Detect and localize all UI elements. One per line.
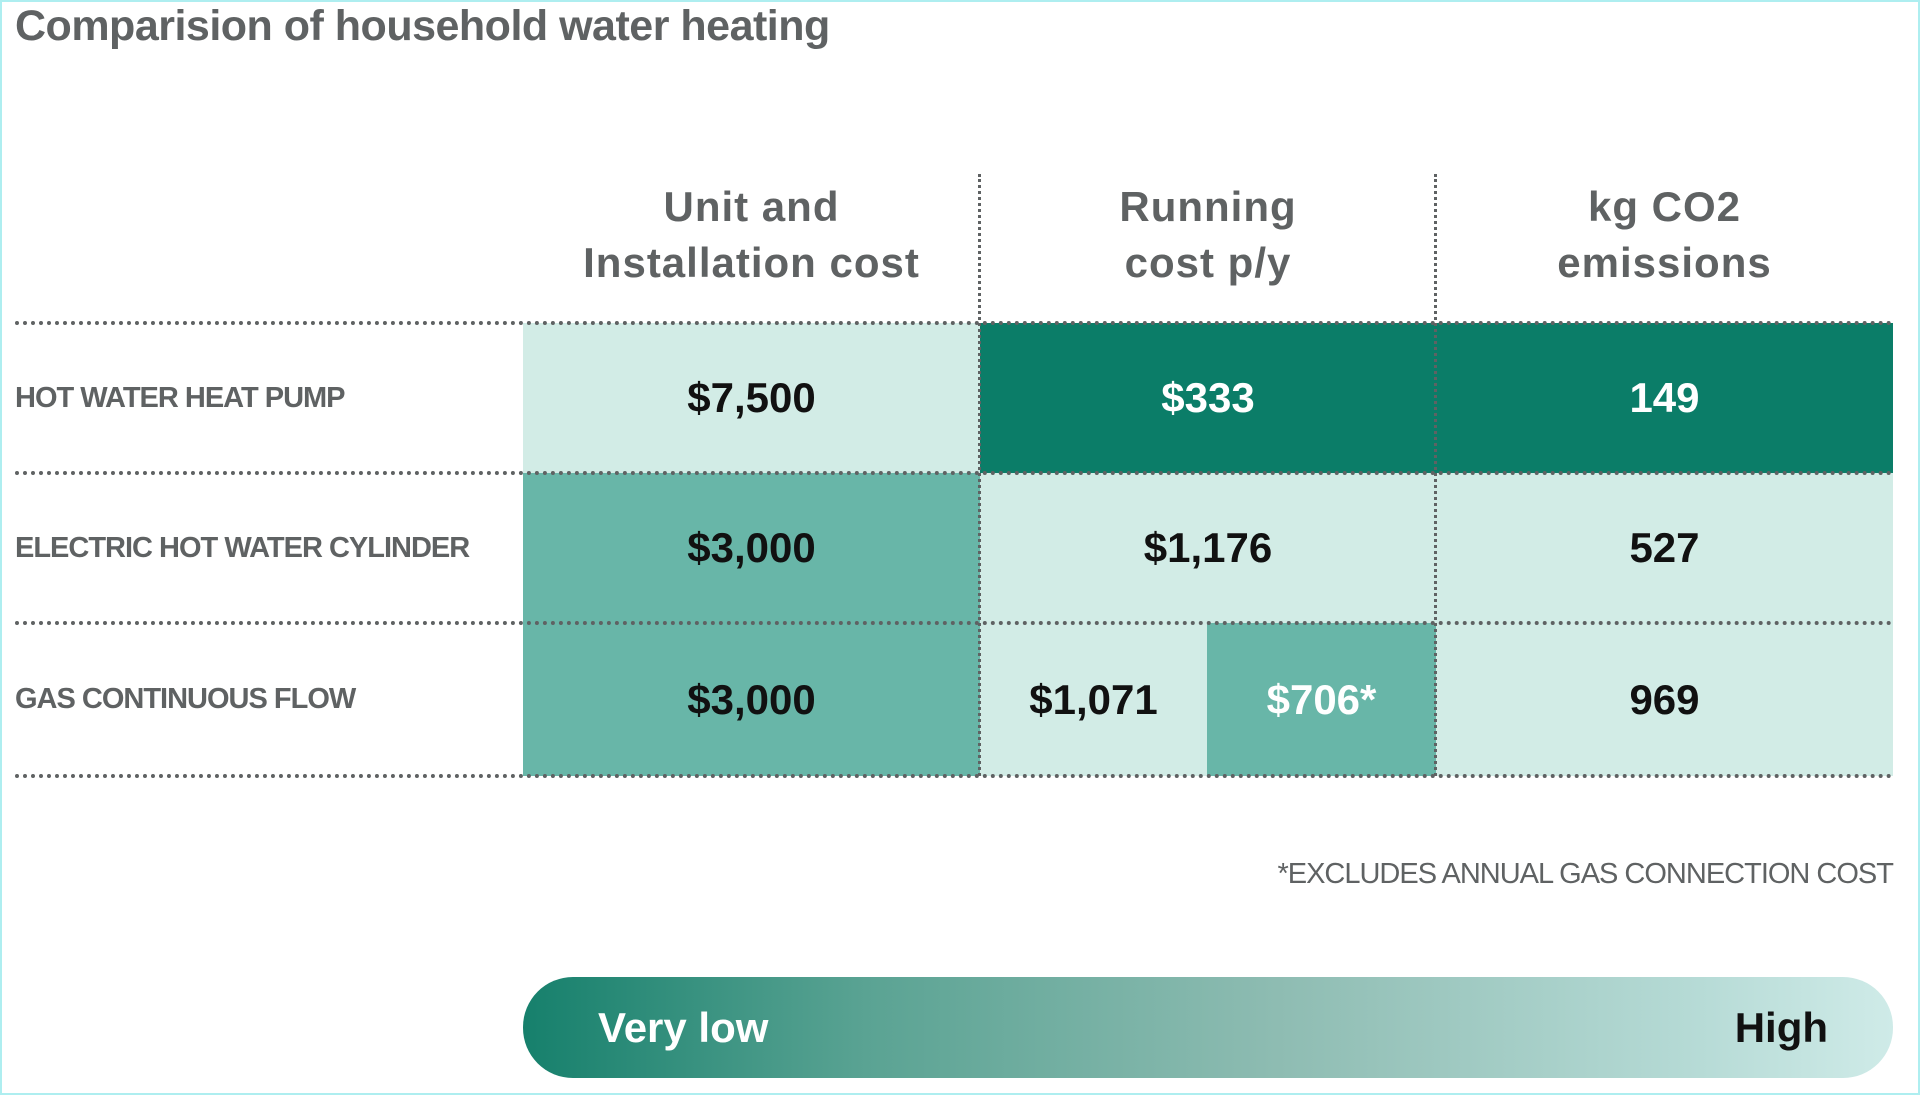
row-divider [15, 471, 1893, 475]
column-header-unit-cost: Unit and Installation cost [583, 183, 920, 286]
table-cell: $706* [1207, 623, 1436, 776]
row-label: GAS CONTINUOUS FLOW [15, 683, 356, 715]
table-cell: 527 [1436, 473, 1893, 623]
table-cell: $1,071 [980, 623, 1207, 776]
row-label: HOT WATER HEAT PUMP [15, 381, 346, 414]
legend-gradient-bar: Very low High [523, 977, 1893, 1078]
table-cell: $333 [980, 323, 1436, 473]
column-divider [978, 174, 981, 776]
row-divider [15, 621, 1893, 625]
row-divider [15, 321, 1893, 325]
legend-high-label: High [1734, 1003, 1828, 1051]
column-divider [1434, 174, 1437, 776]
table-cell: $3,000 [523, 473, 980, 623]
table-cell: $1,176 [980, 473, 1436, 623]
table-cell: $3,000 [523, 623, 980, 776]
table-cell: 969 [1436, 623, 1893, 776]
table-cell: 149 [1436, 323, 1893, 473]
row-label: ELECTRIC HOT WATER CYLINDER [15, 531, 470, 564]
page-title: Comparision of household water heating [15, 2, 830, 50]
legend-low-label: Very low [598, 1003, 769, 1051]
column-header-running-cost: Running cost p/y [1119, 183, 1297, 286]
column-header-emissions: kg CO2 emissions [1557, 183, 1772, 286]
footnote: *EXCLUDES ANNUAL GAS CONNECTION COST [1277, 858, 1894, 890]
table-cell: $7,500 [523, 323, 980, 473]
row-divider [15, 774, 1893, 778]
